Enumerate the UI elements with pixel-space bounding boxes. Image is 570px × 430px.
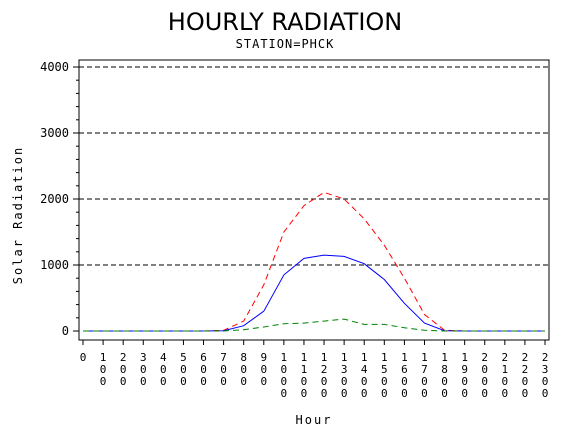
y-tick-label: 3000 (40, 126, 69, 140)
y-tick-label: 1000 (40, 258, 69, 272)
series-line-1 (83, 191, 545, 332)
series-line-2 (83, 254, 545, 332)
y-tick-label: 0 (62, 324, 69, 338)
y-tick-label: 2000 (40, 192, 69, 206)
x-axis: 0 1 0 0 2 0 0 3 0 0 4 0 0 5 0 0 6 0 0 7 0 0 8 0 0 9 0 0 1 0 0 0 1 1 0 0 1 2 0 0… (80, 340, 549, 400)
y-tick-label: 4000 (40, 60, 69, 74)
y-axis: 0 1000 2000 3000 4000 (40, 60, 79, 338)
chart-subtitle: STATION=PHCK (236, 37, 335, 51)
series-line-3 (83, 318, 545, 332)
plot-area-border (78, 59, 550, 341)
x-axis-label: Hour (296, 413, 333, 427)
plot-frame (78, 59, 550, 341)
gridlines (79, 66, 549, 266)
chart-title: HOURLY RADIATION (168, 8, 402, 36)
x-tick-label: 0 (80, 351, 87, 364)
series-lines (83, 191, 545, 332)
y-axis-label: Solar Radiation (11, 146, 25, 284)
